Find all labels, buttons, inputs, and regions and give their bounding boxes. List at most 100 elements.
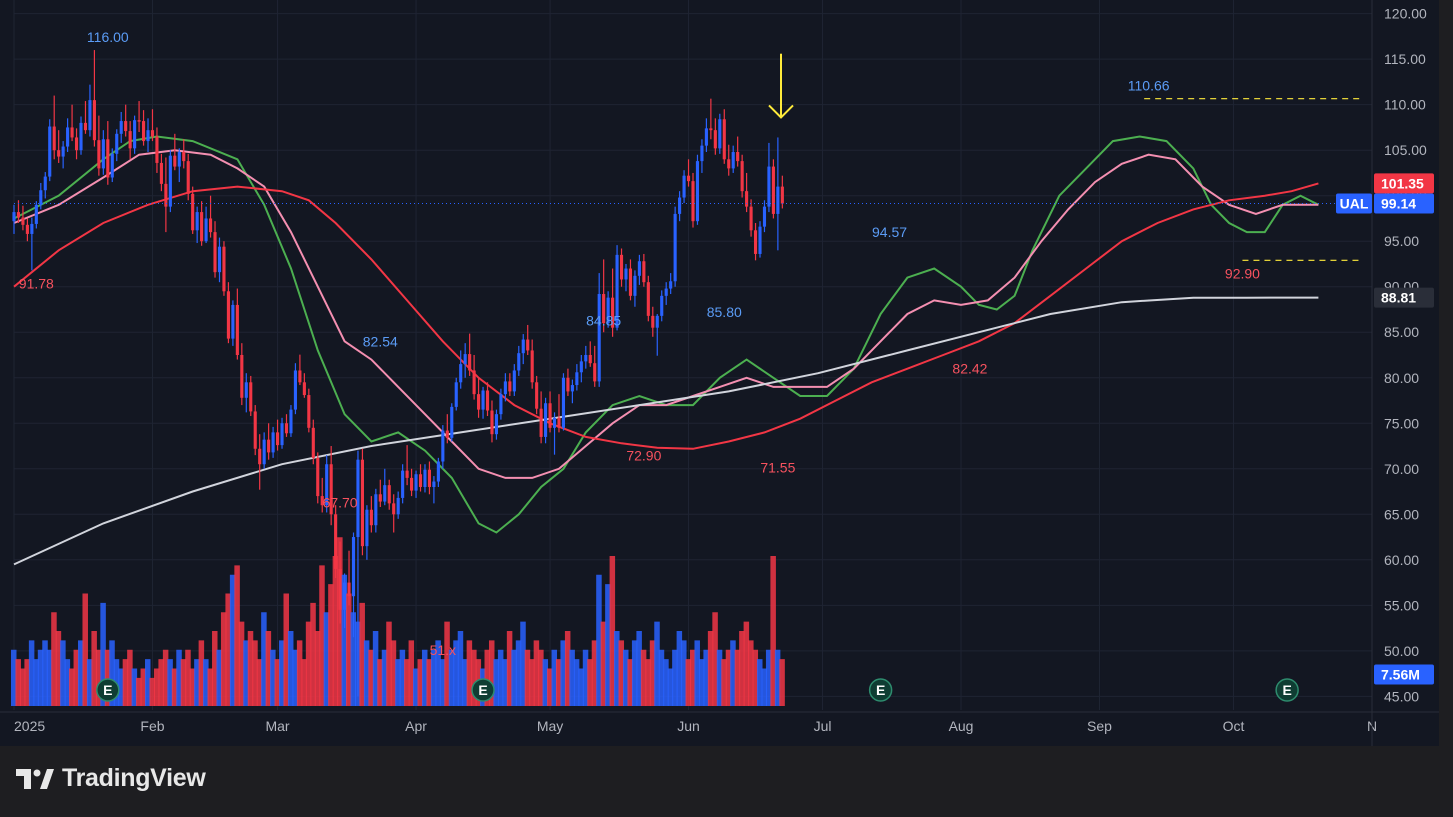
candle-body[interactable]	[477, 394, 481, 410]
candle-body[interactable]	[521, 339, 525, 354]
candle-body[interactable]	[481, 390, 485, 410]
price-tag[interactable]	[1374, 173, 1434, 194]
candle-body[interactable]	[249, 382, 253, 412]
candle-body[interactable]	[463, 354, 467, 365]
candle-body[interactable]	[557, 417, 561, 428]
candle-body[interactable]	[499, 394, 503, 415]
candle-body[interactable]	[110, 153, 114, 178]
candle-body[interactable]	[771, 166, 775, 214]
candle-body[interactable]	[124, 121, 128, 132]
candle-body[interactable]	[383, 485, 387, 502]
candle-body[interactable]	[329, 464, 333, 515]
candle-body[interactable]	[485, 390, 490, 411]
candle-body[interactable]	[423, 469, 427, 487]
candle-body[interactable]	[570, 385, 574, 392]
candle-body[interactable]	[427, 469, 432, 487]
candle-body[interactable]	[691, 181, 695, 222]
candle-body[interactable]	[137, 120, 141, 122]
candle-body[interactable]	[66, 127, 70, 147]
candle-body[interactable]	[177, 152, 181, 167]
candle-body[interactable]	[168, 155, 172, 207]
candle-body[interactable]	[686, 175, 691, 182]
candle-body[interactable]	[307, 395, 311, 428]
candle-body[interactable]	[195, 212, 199, 231]
candle-body[interactable]	[30, 223, 34, 234]
candle-body[interactable]	[673, 213, 677, 282]
candle-body[interactable]	[141, 121, 146, 142]
candle-body[interactable]	[669, 281, 673, 289]
candle-body[interactable]	[253, 411, 257, 449]
candle-body[interactable]	[369, 509, 373, 526]
candle-body[interactable]	[387, 485, 391, 504]
candle-body[interactable]	[405, 470, 409, 478]
candle-body[interactable]	[204, 218, 208, 242]
candle-body[interactable]	[88, 100, 92, 131]
candle-body[interactable]	[133, 120, 137, 149]
symbol-tag[interactable]	[1336, 193, 1372, 214]
candle-body[interactable]	[25, 224, 29, 234]
earnings-marker-icon[interactable]	[868, 678, 893, 702]
candle-body[interactable]	[208, 218, 213, 233]
candle-body[interactable]	[646, 282, 650, 316]
earnings-marker-icon[interactable]	[471, 678, 495, 702]
down-arrow-head[interactable]	[768, 104, 794, 119]
candle-body[interactable]	[191, 193, 195, 231]
candle-body[interactable]	[52, 126, 56, 151]
candle-body[interactable]	[628, 268, 633, 296]
candle-body[interactable]	[436, 461, 440, 482]
candle-body[interactable]	[213, 232, 217, 273]
candle-body[interactable]	[106, 139, 110, 178]
candle-body[interactable]	[642, 261, 646, 283]
candle-body[interactable]	[275, 432, 280, 446]
candle-body[interactable]	[753, 230, 758, 254]
candle-body[interactable]	[39, 190, 43, 205]
candle-body[interactable]	[119, 121, 123, 134]
candle-body[interactable]	[146, 130, 150, 142]
candle-body[interactable]	[593, 363, 597, 382]
candle-body[interactable]	[414, 474, 418, 491]
candle-body[interactable]	[579, 361, 583, 373]
candle-body[interactable]	[588, 355, 592, 364]
candle-body[interactable]	[57, 150, 61, 157]
candle-body[interactable]	[374, 494, 378, 526]
candle-body[interactable]	[343, 582, 347, 610]
candle-body[interactable]	[70, 127, 74, 138]
candle-body[interactable]	[43, 176, 47, 191]
candle-body[interactable]	[695, 161, 700, 222]
candle-body[interactable]	[651, 315, 655, 328]
candle-body[interactable]	[365, 509, 369, 547]
candle-body[interactable]	[231, 304, 235, 339]
candle-body[interactable]	[780, 186, 784, 204]
candle-body[interactable]	[624, 268, 628, 280]
candle-body[interactable]	[271, 432, 275, 453]
candle-body[interactable]	[575, 372, 579, 386]
candle-body[interactable]	[21, 217, 25, 225]
candle-body[interactable]	[61, 146, 65, 157]
price-tag[interactable]	[1374, 193, 1434, 214]
candle-body[interactable]	[468, 354, 472, 371]
candle-body[interactable]	[633, 275, 637, 296]
candle-body[interactable]	[101, 139, 105, 169]
candle-body[interactable]	[611, 297, 615, 328]
candle-body[interactable]	[97, 140, 101, 169]
candle-body[interactable]	[727, 159, 731, 169]
candle-body[interactable]	[12, 212, 16, 222]
candle-body[interactable]	[713, 130, 717, 149]
candle-body[interactable]	[503, 381, 507, 395]
candle-body[interactable]	[360, 459, 364, 547]
candle-body[interactable]	[338, 568, 342, 610]
tradingview-brand[interactable]: TradingView	[16, 764, 206, 793]
candle-body[interactable]	[776, 186, 780, 214]
candle-body[interactable]	[401, 470, 405, 498]
candle-body[interactable]	[410, 477, 414, 491]
candle-body[interactable]	[619, 254, 624, 280]
candle-body[interactable]	[244, 382, 248, 398]
candle-body[interactable]	[539, 408, 543, 437]
candle-body[interactable]	[512, 370, 516, 392]
candle-body[interactable]	[602, 294, 606, 324]
candle-body[interactable]	[79, 122, 83, 151]
candle-body[interactable]	[115, 133, 119, 154]
candle-body[interactable]	[597, 294, 601, 382]
candle-body[interactable]	[704, 128, 708, 146]
candle-body[interactable]	[494, 414, 499, 435]
